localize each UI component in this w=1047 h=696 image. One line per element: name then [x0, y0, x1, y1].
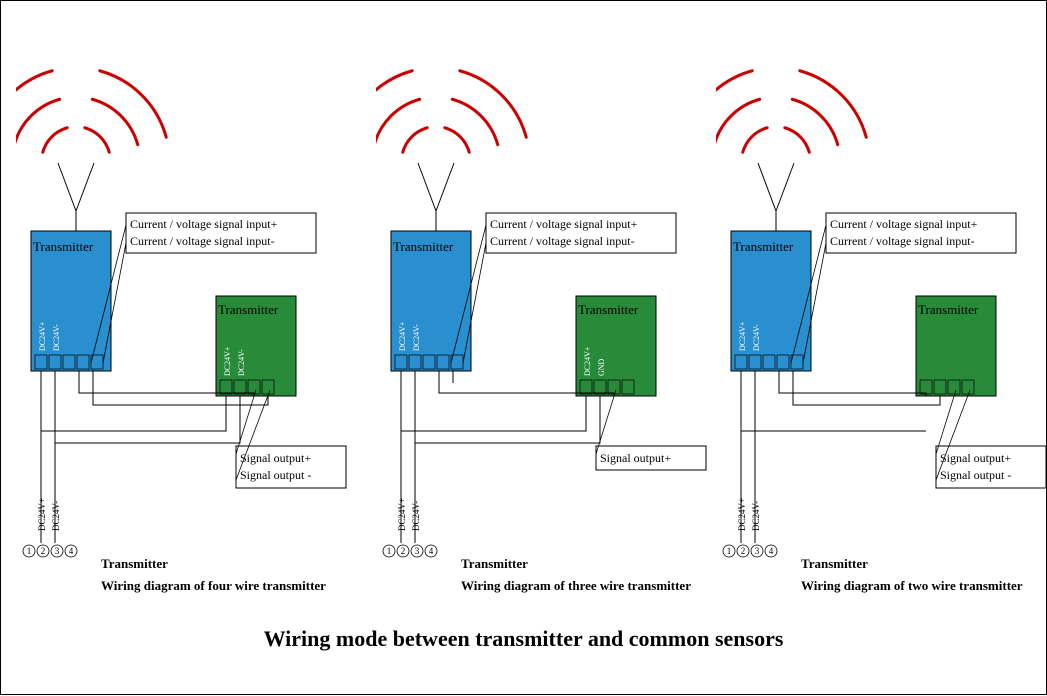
caption-subtitle: Wiring diagram of two wire transmitter: [801, 578, 1047, 594]
label: Transmitter: [918, 302, 978, 318]
caption-title: Transmitter: [101, 556, 168, 572]
svg-text:DC24V-: DC24V-: [751, 501, 761, 531]
svg-text:DC24V-: DC24V-: [237, 349, 246, 376]
pin-ring-label: 2: [401, 546, 406, 556]
caption-title: Transmitter: [461, 556, 528, 572]
pin-ring-label: 4: [69, 546, 74, 556]
pin-ring-label: 2: [41, 546, 46, 556]
svg-text:Signal output -: Signal output -: [940, 468, 1011, 482]
svg-text:DC24V-: DC24V-: [52, 324, 61, 351]
svg-text:DC24V+: DC24V+: [398, 321, 407, 351]
caption-subtitle: Wiring diagram of three wire transmitter: [461, 578, 711, 594]
svg-text:DC24V-: DC24V-: [412, 324, 421, 351]
svg-text:DC24V+: DC24V+: [37, 498, 47, 531]
svg-text:Signal output+: Signal output+: [600, 451, 671, 465]
pin-ring-label: 3: [415, 546, 420, 556]
svg-text:Signal output+: Signal output+: [240, 451, 311, 465]
svg-text:DC24V-: DC24V-: [411, 501, 421, 531]
pin-ring-label: 1: [27, 546, 32, 556]
pin-ring-label: 1: [727, 546, 732, 556]
svg-text:DC24V-: DC24V-: [51, 501, 61, 531]
svg-text:Signal output+: Signal output+: [940, 451, 1011, 465]
svg-text:Current / voltage signal input: Current / voltage signal input-: [130, 234, 275, 248]
label: Transmitter: [218, 302, 278, 318]
svg-text:Current / voltage signal input: Current / voltage signal input-: [830, 234, 975, 248]
pin-ring-label: 4: [769, 546, 774, 556]
label: Transmitter: [733, 239, 793, 255]
pin-ring-label: 3: [55, 546, 60, 556]
svg-text:DC24V+: DC24V+: [223, 346, 232, 376]
svg-text:Current / voltage signal input: Current / voltage signal input+: [830, 217, 978, 231]
label: Transmitter: [393, 239, 453, 255]
svg-text:DC24V+: DC24V+: [38, 321, 47, 351]
svg-text:DC24V+: DC24V+: [397, 498, 407, 531]
svg-text:DC24V+: DC24V+: [737, 498, 747, 531]
pin-ring-label: 2: [741, 546, 746, 556]
caption-title: Transmitter: [801, 556, 868, 572]
svg-text:Signal output -: Signal output -: [240, 468, 311, 482]
svg-text:DC24V+: DC24V+: [583, 346, 592, 376]
pin-ring-label: 4: [429, 546, 434, 556]
svg-text:Current / voltage signal input: Current / voltage signal input+: [490, 217, 638, 231]
pin-ring-label: 1: [387, 546, 392, 556]
svg-text:DC24V+: DC24V+: [738, 321, 747, 351]
diagram-canvas: Wiring mode between transmitter and comm…: [0, 0, 1047, 695]
label: Transmitter: [33, 239, 93, 255]
label: Transmitter: [578, 302, 638, 318]
svg-text:GND: GND: [597, 358, 606, 376]
pin-ring-label: 3: [755, 546, 760, 556]
svg-text:Current / voltage signal input: Current / voltage signal input-: [490, 234, 635, 248]
svg-text:Current / voltage signal input: Current / voltage signal input+: [130, 217, 278, 231]
caption-subtitle: Wiring diagram of four wire transmitter: [101, 578, 351, 594]
svg-text:DC24V-: DC24V-: [752, 324, 761, 351]
